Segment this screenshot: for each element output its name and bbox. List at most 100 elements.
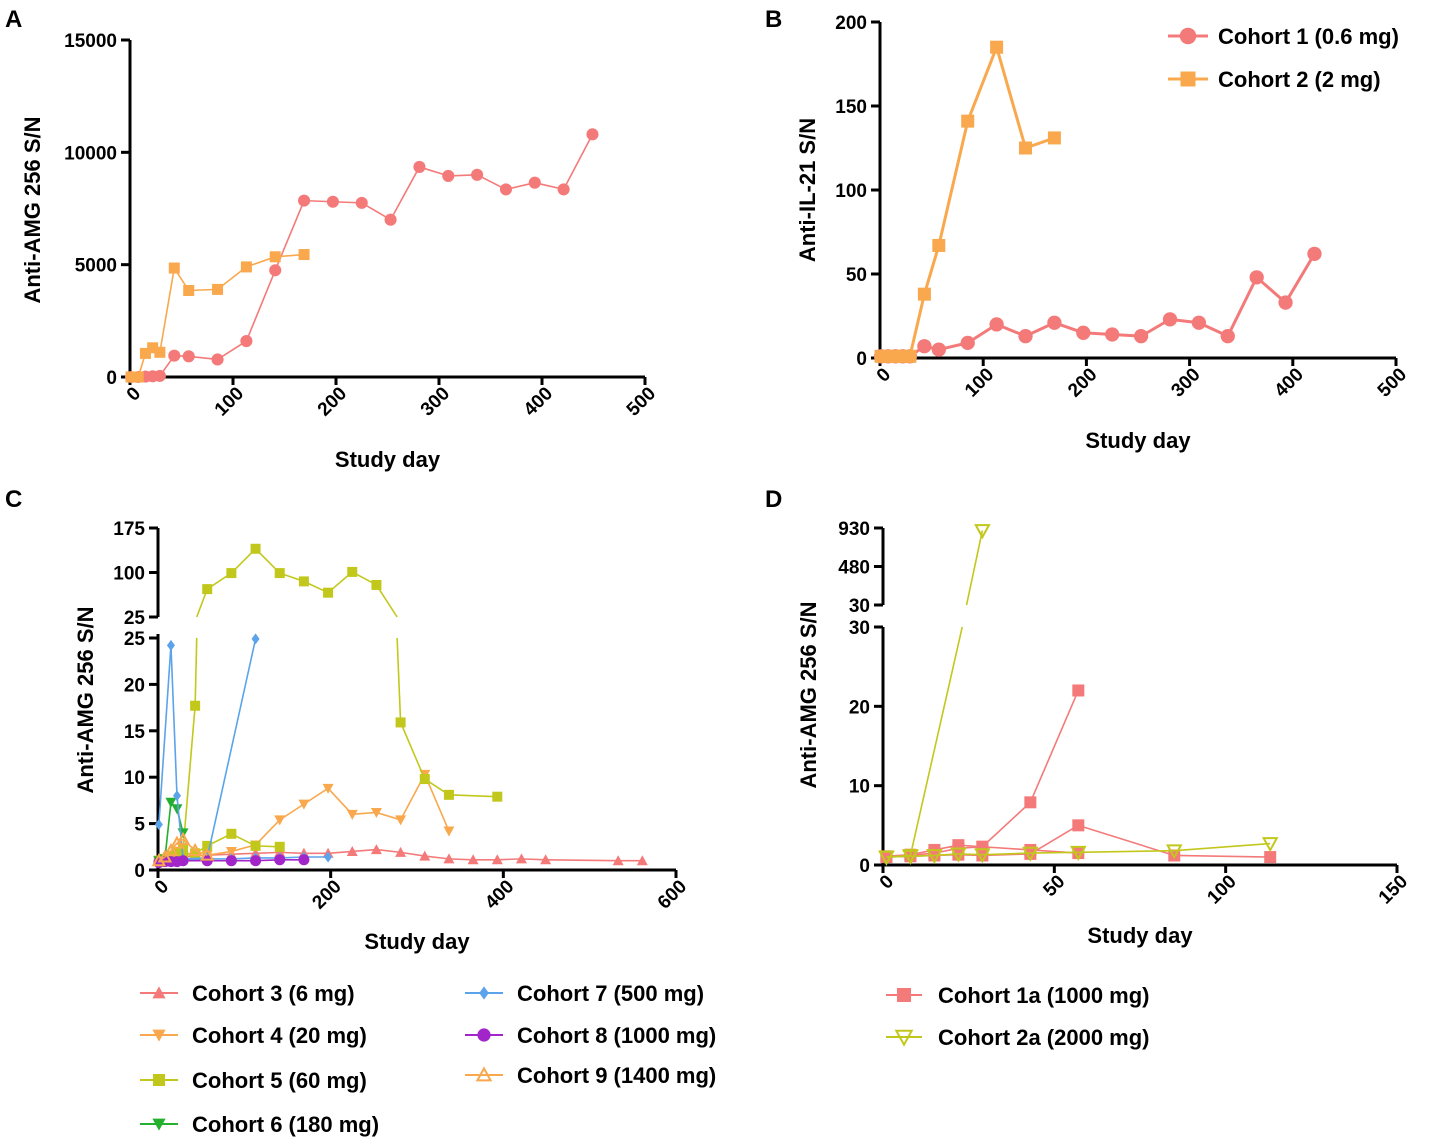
- data-point: [166, 639, 175, 651]
- data-point: [1191, 315, 1207, 330]
- y-tick-label: 175: [113, 519, 145, 540]
- y-tick-label: 150: [835, 97, 867, 118]
- data-point: [491, 854, 503, 865]
- series-line-segment: [1030, 851, 1079, 854]
- x-tick-label: 300: [417, 383, 454, 420]
- data-point: [274, 846, 286, 857]
- x-tick-label: 0: [151, 876, 173, 898]
- data-point: [1307, 246, 1322, 261]
- legend-label: Cohort 1 (0.6 mg): [1218, 24, 1399, 49]
- x-tick-label: 300: [1167, 364, 1204, 401]
- series-line-segment: [158, 645, 172, 825]
- series-line-segment: [966, 46, 999, 122]
- series-line-segment: [1029, 824, 1079, 855]
- y-tick-label: 5: [134, 815, 145, 836]
- data-point: [370, 807, 382, 818]
- data-point: [540, 854, 552, 865]
- data-point: [168, 262, 180, 274]
- data-point: [172, 790, 181, 802]
- y-tick-label: 20: [124, 675, 145, 696]
- data-point: [165, 797, 177, 808]
- data-point: [499, 183, 512, 196]
- data-point: [347, 566, 358, 577]
- data-point: [147, 342, 159, 354]
- data-point: [1220, 329, 1235, 344]
- legend-label: Cohort 9 (1400 mg): [517, 1063, 716, 1088]
- data-point: [976, 849, 989, 862]
- data-point: [182, 350, 195, 363]
- series-line-segment: [995, 46, 1027, 149]
- data-point: [298, 194, 311, 207]
- series-line-segment: [1174, 842, 1271, 852]
- data-point: [917, 287, 931, 301]
- data-point: [443, 789, 454, 800]
- legend-label: Cohort 8 (1000 mg): [517, 1023, 716, 1048]
- data-point: [395, 815, 407, 826]
- data-point: [202, 840, 213, 851]
- data-point: [177, 855, 189, 867]
- x-tick-label: 400: [1271, 364, 1308, 401]
- series-line-segment: [328, 850, 353, 855]
- y-tick-label: 100: [835, 181, 867, 202]
- series-line-segment: [982, 845, 1031, 851]
- data-point: [269, 251, 281, 263]
- data-point: [1019, 141, 1033, 155]
- series-line-segment: [207, 850, 232, 856]
- series-0: [124, 128, 599, 384]
- legend-label: Cohort 1a (1000 mg): [938, 983, 1150, 1008]
- data-point: [274, 568, 285, 579]
- data-point: [212, 283, 224, 295]
- series-line-segment: [400, 851, 425, 857]
- y-tick-label: 100: [113, 564, 145, 585]
- x-tick-label: 600: [654, 876, 691, 913]
- series-line-segment: [1174, 854, 1271, 858]
- data-point: [932, 238, 946, 252]
- legend-label: Cohort 2 (2 mg): [1218, 67, 1381, 92]
- data-point: [442, 169, 455, 182]
- data-point: [251, 633, 260, 645]
- legend-marker: [152, 1029, 166, 1042]
- data-point: [274, 815, 286, 826]
- legend: Cohort 1a (1000 mg) Cohort 2a (2000 mg): [886, 983, 1150, 1050]
- data-point: [1165, 844, 1183, 860]
- data-point: [926, 849, 943, 865]
- series-7: [153, 854, 310, 869]
- data-point: [471, 168, 484, 181]
- x-tick-label: 400: [481, 876, 518, 913]
- panel-b: B 0 50 100 150 200 Anti-IL-21 S/N 0 100 200 300 400…: [765, 6, 1411, 453]
- data-point: [200, 847, 215, 861]
- data-point: [395, 846, 407, 857]
- data-point: [298, 576, 309, 587]
- series-line-segment: [908, 293, 926, 357]
- data-point: [419, 850, 431, 861]
- y-tick-label: 0: [134, 861, 145, 882]
- legend-marker: [479, 986, 489, 1000]
- data-point: [931, 342, 946, 357]
- data-point: [202, 584, 213, 595]
- series-line-segment: [389, 166, 421, 221]
- series-line-segment: [170, 645, 178, 796]
- data-point: [961, 114, 975, 128]
- series-line-segment: [982, 852, 1031, 856]
- y-axis-title: Anti-AMG 256 S/N: [20, 116, 45, 303]
- y-tick-label: 15: [124, 722, 146, 743]
- data-point: [132, 371, 144, 383]
- data-point: [990, 40, 1004, 54]
- data-point: [371, 579, 382, 590]
- legend-marker: [477, 1028, 491, 1042]
- data-point: [1072, 819, 1085, 832]
- data-point: [298, 249, 310, 261]
- legend-marker: [152, 1118, 166, 1131]
- data-point: [323, 587, 334, 598]
- data-point: [586, 128, 599, 141]
- data-point: [250, 855, 262, 867]
- data-point: [157, 849, 173, 863]
- data-point: [515, 853, 527, 864]
- data-point: [226, 828, 237, 839]
- series-line-segment: [545, 858, 619, 862]
- x-tick-label: 100: [961, 364, 998, 401]
- series-line-segment: [159, 267, 176, 353]
- legend-marker: [475, 1066, 493, 1082]
- data-point: [1249, 270, 1264, 285]
